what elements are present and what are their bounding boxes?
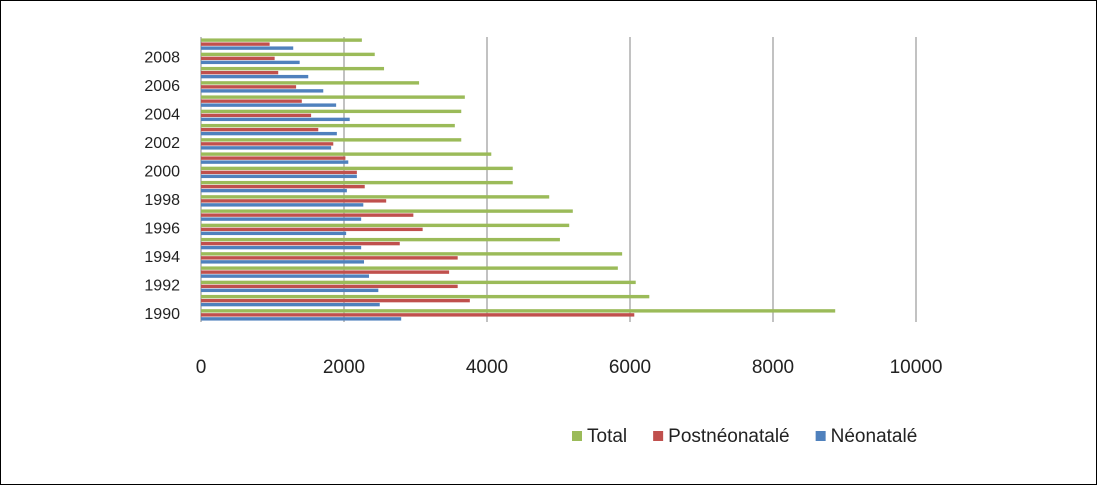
bar: [201, 152, 492, 156]
bar: [201, 56, 275, 61]
legend-label: Total: [587, 426, 627, 447]
bar: [201, 227, 423, 232]
bar: [201, 241, 400, 246]
bar: [201, 252, 623, 256]
bar: [201, 313, 635, 317]
bar: [201, 127, 319, 132]
bar: [201, 99, 302, 103]
bar: [201, 199, 387, 203]
bar: [201, 184, 365, 189]
y-tick-label: 1990: [144, 306, 180, 323]
bar: [201, 288, 379, 293]
x-tick-label: 4000: [466, 357, 508, 378]
y-tick-label: 2000: [144, 164, 180, 181]
y-tick-label: 2006: [144, 78, 180, 95]
bar: [201, 294, 650, 299]
legend-swatch: [653, 431, 664, 441]
bar: [201, 266, 618, 270]
bar: [201, 138, 462, 142]
y-tick-label: 2008: [144, 50, 180, 67]
legend-swatch: [572, 431, 582, 441]
bar: [201, 302, 380, 307]
x-tick-label: 0: [196, 357, 207, 378]
x-tick-label: 2000: [323, 357, 365, 378]
y-tick-label: 1994: [144, 249, 180, 266]
y-tick-label: 1992: [144, 278, 180, 295]
y-tick-label: 2004: [144, 107, 180, 124]
bar: [201, 298, 470, 303]
bar: [201, 260, 365, 264]
legend-label: Postnéonatalé: [668, 426, 790, 447]
bar: [201, 180, 513, 185]
bar: [201, 209, 573, 213]
bar: [201, 123, 455, 128]
bar: [201, 280, 636, 285]
bar: [201, 317, 402, 321]
bar: [201, 223, 570, 228]
bar: [201, 95, 465, 99]
y-tick-label: 1998: [144, 192, 180, 209]
y-tick-label: 1996: [144, 221, 180, 238]
bar: [201, 203, 364, 207]
bar: [201, 42, 270, 46]
legend-label: Néonatalé: [831, 426, 918, 447]
bar: [201, 81, 420, 85]
bar: [201, 113, 312, 118]
bar: [201, 174, 357, 179]
bar: [201, 170, 357, 175]
bar: [201, 74, 309, 79]
bar: [201, 46, 294, 50]
bar: [201, 270, 450, 274]
bar: [201, 284, 458, 289]
bar: [201, 60, 300, 65]
bar: [201, 103, 337, 107]
bar: [201, 166, 513, 171]
bar: [201, 231, 347, 236]
bar: [201, 256, 458, 260]
bar: [201, 156, 346, 160]
legend-swatch: [815, 431, 826, 441]
bar: [201, 85, 297, 89]
x-tick-label: 10000: [890, 357, 943, 378]
bar: [201, 109, 462, 114]
y-tick-label: 2002: [144, 135, 180, 152]
bar: [201, 131, 337, 136]
x-tick-label: 6000: [609, 357, 651, 378]
bar: [201, 245, 362, 250]
bar: [201, 117, 350, 122]
bar: [201, 160, 349, 164]
bar: [201, 188, 347, 193]
bar: [201, 213, 414, 217]
bar: [201, 142, 334, 146]
bar: [201, 38, 362, 42]
bar: [201, 66, 385, 71]
bar: [201, 195, 550, 199]
bar: [201, 52, 375, 57]
bar: [201, 146, 332, 150]
bar: [201, 309, 836, 313]
bar: [201, 217, 362, 221]
bar: [201, 237, 560, 242]
bar: [201, 274, 370, 278]
bar: [201, 89, 324, 93]
bar: [201, 70, 279, 75]
x-tick-label: 8000: [752, 357, 794, 378]
